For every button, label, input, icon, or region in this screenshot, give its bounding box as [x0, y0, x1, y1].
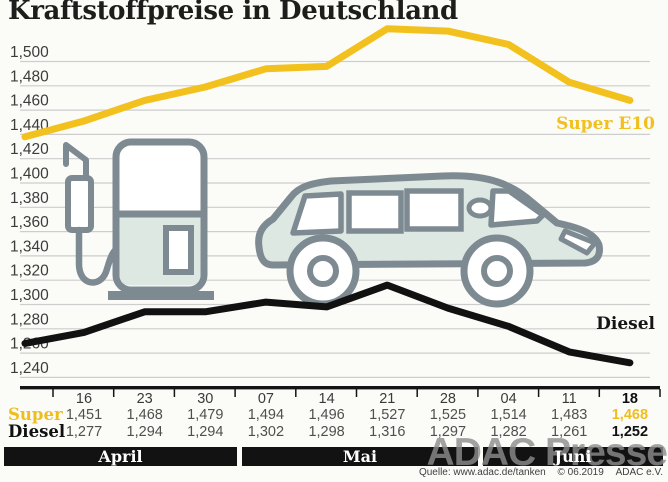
y-tick-label: 1,420 — [10, 141, 49, 158]
x-axis-line — [20, 386, 660, 390]
month-bar-mai: Mai — [242, 447, 478, 466]
month-label: April — [98, 447, 143, 466]
y-tick-label: 1,460 — [10, 93, 49, 110]
series-label-diesel: Diesel — [596, 314, 655, 334]
date-label: 21 — [379, 391, 396, 407]
month-bar-april: April — [4, 447, 237, 466]
date-label: 16 — [75, 391, 93, 407]
super-e10-line — [21, 25, 634, 141]
press-watermark: ADAC Presse — [426, 431, 668, 474]
super-value-cell: 1,479 — [187, 407, 224, 423]
diesel-value-cell: 1,252 — [611, 424, 649, 440]
y-tick-label: 1,380 — [10, 190, 49, 207]
series-label-super-e10: Super E10 — [556, 114, 655, 134]
date-label: 04 — [500, 391, 517, 407]
table-row-diesel-values: 1,277 1,294 1,294 1,302 1,298 1,316 1,297 1,282… — [0, 425, 668, 441]
y-tick-label: 1,320 — [10, 263, 49, 280]
super-value-cell: 1,468 — [126, 407, 163, 423]
diesel-value-cell: 1,282 — [490, 424, 527, 440]
y-tick-label: 1,500 — [10, 44, 49, 61]
y-tick-label: 1,440 — [10, 117, 49, 134]
diesel-value-cell: 1,294 — [126, 424, 163, 440]
source-copyright: © 06.2019 — [557, 467, 604, 478]
date-label: 23 — [136, 391, 153, 407]
diesel-value-cell: 1,261 — [551, 424, 588, 440]
month-label: Mai — [342, 447, 378, 466]
diesel-value-cell: 1,302 — [247, 424, 285, 440]
table-row-label-super: Super — [8, 405, 63, 424]
y-tick-label: 1,480 — [10, 68, 49, 85]
super-value-cell: 1,514 — [490, 407, 527, 423]
date-label: 18 — [621, 391, 638, 407]
super-value-cell: 1,451 — [65, 407, 103, 423]
date-label: 07 — [257, 391, 274, 407]
date-label: 11 — [561, 391, 577, 407]
y-tick-label: 1,260 — [10, 336, 49, 353]
super-value-cell: 1,525 — [429, 407, 467, 423]
super-value-cell: 1,483 — [551, 407, 588, 423]
table-row-label-diesel: Diesel — [8, 422, 66, 441]
x-axis-date-labels: 16 23 30 07 14 21 28 04 11 18 — [0, 392, 668, 408]
fuel-pump-icon — [63, 138, 214, 300]
y-tick-label: 1,360 — [10, 214, 49, 231]
y-tick-label: 1,400 — [10, 166, 49, 183]
y-tick-label: 1,240 — [10, 360, 49, 377]
date-label: 14 — [318, 391, 335, 407]
super-value-cell: 1,527 — [369, 407, 406, 423]
car-icon — [255, 172, 603, 308]
y-tick-label: 1,340 — [10, 238, 49, 255]
source-org: ADAC e.V. — [615, 467, 663, 478]
diesel-value-cell: 1,294 — [187, 424, 224, 440]
diesel-value-cell: 1,316 — [369, 424, 406, 440]
super-value-cell: 1,496 — [308, 407, 345, 423]
diesel-value-cell: 1,297 — [429, 424, 467, 440]
page-title: Kraftstoffpreise in Deutschland — [8, 0, 458, 26]
month-label: Juni — [554, 447, 592, 466]
diesel-line — [21, 281, 634, 367]
table-row-super-values: 1,451 1,468 1,479 1,494 1,496 1,527 1,525 1,514… — [0, 408, 668, 424]
month-bar-juni: Juni — [483, 447, 663, 466]
date-label: 30 — [197, 391, 214, 407]
super-value-cell: 1,494 — [247, 407, 285, 423]
y-tick-label: 1,280 — [10, 311, 49, 328]
source-quelle: Quelle: www.adac.de/tanken — [418, 467, 546, 478]
diesel-value-cell: 1,277 — [65, 424, 103, 440]
super-value-cell: 1,468 — [611, 407, 649, 423]
diesel-value-cell: 1,298 — [308, 424, 345, 440]
source-line: Quelle: www.adac.de/tanken © 06.2019 ADA… — [419, 467, 663, 478]
date-label: 28 — [439, 391, 456, 407]
y-tick-label: 1,300 — [10, 287, 49, 304]
